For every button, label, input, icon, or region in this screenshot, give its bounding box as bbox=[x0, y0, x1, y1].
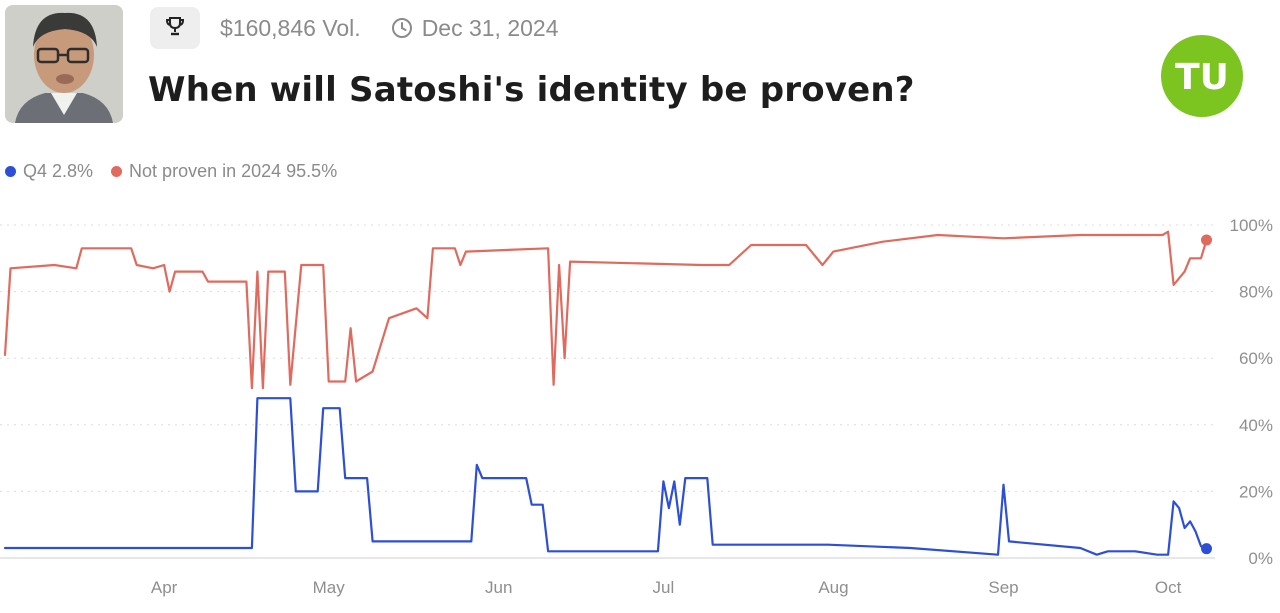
series-endpoint-0[interactable] bbox=[1201, 543, 1213, 555]
y-axis-ticks: 0% 20% 40% 60% 80% 100% bbox=[1230, 216, 1273, 568]
x-tick-label-jul: Jul bbox=[652, 578, 674, 597]
legend-label-q4: Q4 bbox=[23, 160, 48, 181]
x-tick-label-oct: Oct bbox=[1155, 578, 1182, 597]
x-tick-label-aug: Aug bbox=[818, 578, 848, 597]
chart-grid bbox=[0, 224, 1215, 559]
y-tick-label: 80% bbox=[1239, 283, 1273, 302]
market-title: When will Satoshi's identity be proven? bbox=[148, 70, 915, 110]
legend-value-q4: 2.8% bbox=[52, 160, 94, 181]
y-tick-label: 40% bbox=[1239, 416, 1273, 435]
brand-logo: TU bbox=[1161, 35, 1243, 117]
volume-text: $160,846 Vol. bbox=[220, 14, 361, 41]
x-tick-label-jun: Jun bbox=[485, 578, 512, 597]
brand-logo-text: TU bbox=[1175, 57, 1229, 98]
x-axis-ticks: Apr May Jun Jul Aug Sep Oct bbox=[151, 578, 1182, 597]
chart-series bbox=[3, 230, 1213, 556]
series-line-1[interactable] bbox=[3, 230, 1208, 390]
market-meta: $160,846 Vol. Dec 31, 2024 bbox=[150, 7, 559, 49]
y-tick-label: 60% bbox=[1239, 349, 1273, 368]
trophy-icon bbox=[164, 15, 186, 42]
clock-icon bbox=[391, 17, 413, 39]
legend-dot-not-proven bbox=[111, 165, 123, 177]
end-date-text: Dec 31, 2024 bbox=[421, 14, 559, 41]
series-line-0[interactable] bbox=[3, 397, 1208, 556]
market-avatar bbox=[5, 5, 123, 123]
legend-item-not-proven[interactable]: Not proven in 2024 95.5% bbox=[111, 161, 337, 182]
legend-dot-q4 bbox=[5, 165, 16, 177]
y-tick-label: 20% bbox=[1239, 482, 1273, 501]
y-tick-label: 100% bbox=[1230, 216, 1273, 235]
chart-legend: Q4 2.8% Not proven in 2024 95.5% bbox=[5, 158, 355, 184]
x-tick-label-sep: Sep bbox=[988, 578, 1018, 597]
trophy-button[interactable] bbox=[150, 7, 200, 49]
x-tick-label-may: May bbox=[313, 578, 346, 597]
avatar-portrait bbox=[5, 5, 123, 123]
y-tick-label: 0% bbox=[1248, 549, 1273, 568]
x-tick-label-apr: Apr bbox=[151, 578, 178, 597]
legend-label-not-proven: Not proven in 2024 bbox=[129, 160, 282, 181]
legend-item-q4[interactable]: Q4 2.8% bbox=[5, 161, 93, 182]
series-endpoint-1[interactable] bbox=[1201, 234, 1213, 246]
legend-value-not-proven: 95.5% bbox=[286, 160, 338, 181]
probability-chart[interactable]: 0% 20% 40% 60% 80% 100% Apr May Jun Jul Aug Sep Oct bbox=[0, 200, 1280, 613]
